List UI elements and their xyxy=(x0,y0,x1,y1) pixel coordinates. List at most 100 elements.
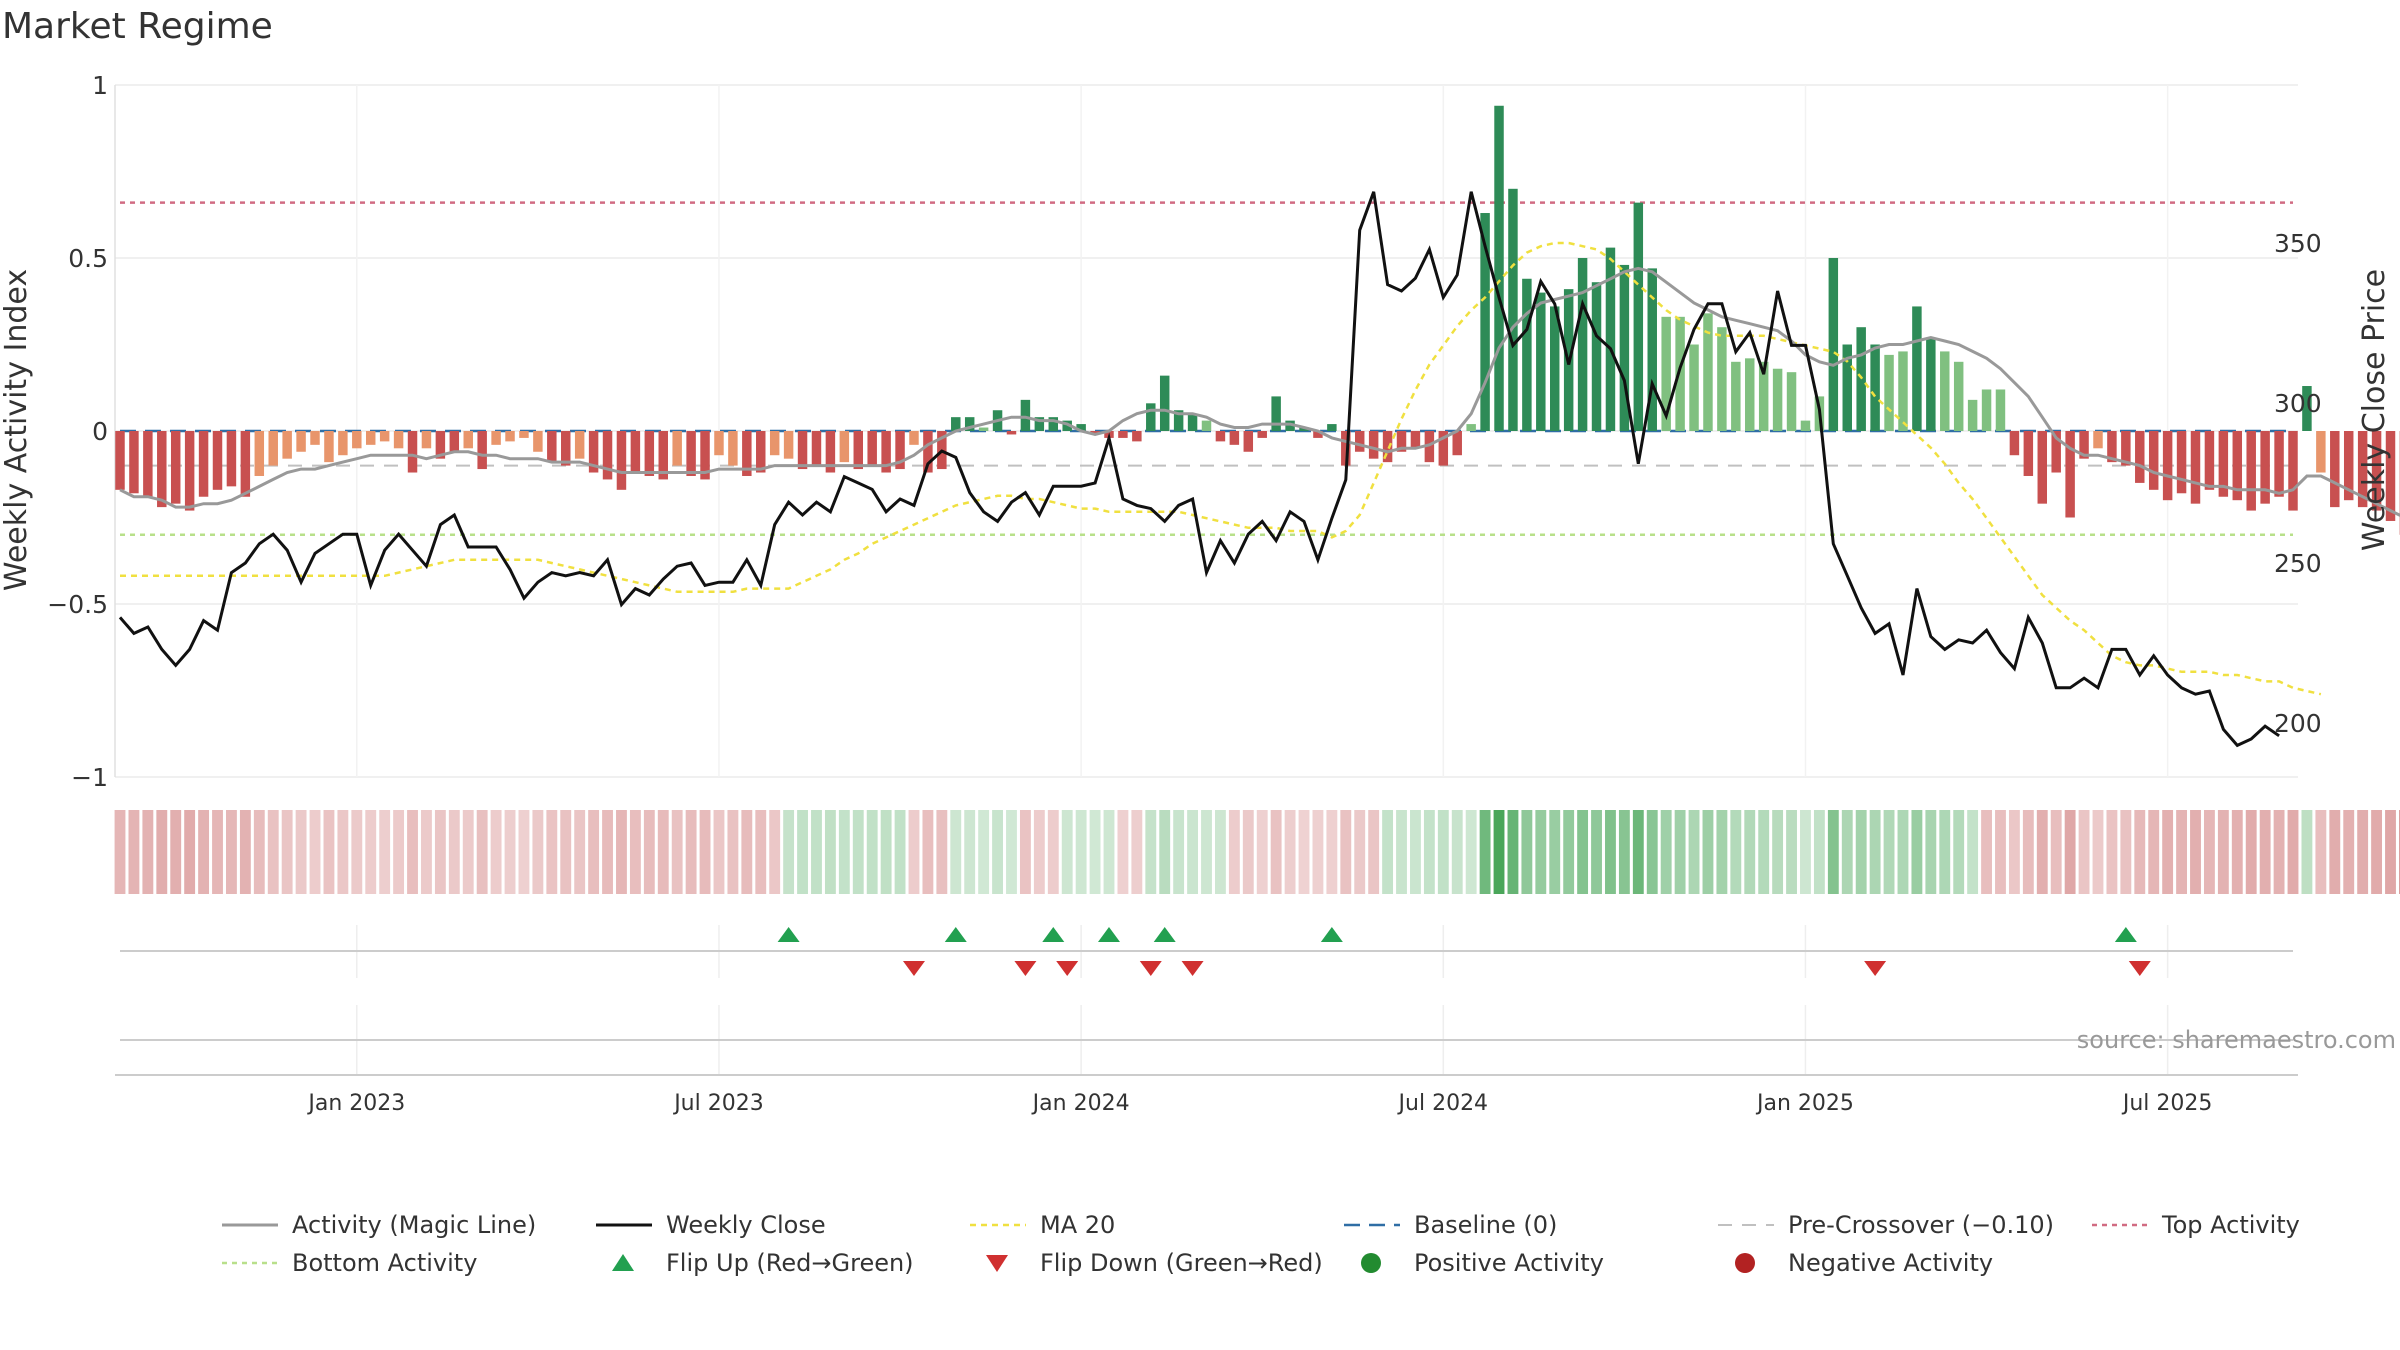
activity-bar xyxy=(756,431,766,473)
activity-bar xyxy=(1396,431,1407,452)
regime-cell xyxy=(1953,810,1965,894)
legend: Activity (Magic Line) Weekly Close MA 20 Ba… xyxy=(222,1211,2300,1277)
regime-cell xyxy=(2385,810,2396,894)
activity-bar xyxy=(1452,431,1462,456)
regime-cell xyxy=(1591,810,1602,894)
activity-bar xyxy=(1940,351,1950,431)
activity-bar xyxy=(825,431,836,473)
activity-bar xyxy=(1299,427,1309,431)
regime-cell xyxy=(2078,810,2090,894)
regime-cell xyxy=(964,810,976,894)
regime-cell xyxy=(2022,810,2034,894)
weekly-close-line xyxy=(118,191,2280,748)
legend-label: Flip Down (Green→Red) xyxy=(1040,1249,1323,1277)
y-axis-left-label: Weekly Activity Index xyxy=(0,269,34,591)
activity-bar xyxy=(909,431,919,445)
regime-cell xyxy=(379,810,391,894)
activity-bar xyxy=(212,431,223,490)
right-tick-label: 250 xyxy=(2274,549,2322,578)
activity-bar xyxy=(2079,431,2089,459)
activity-bar xyxy=(1828,258,1839,431)
regime-cell xyxy=(783,810,795,894)
activity-bar xyxy=(421,431,432,449)
activity-bar xyxy=(1257,431,1267,438)
regime-cell xyxy=(1228,810,1240,894)
flip-down-marker xyxy=(902,961,925,976)
regime-cell xyxy=(1298,810,1310,894)
flip-down-marker xyxy=(1014,961,1037,976)
regime-cell xyxy=(1925,810,1937,894)
activity-bar xyxy=(1758,361,1769,431)
regime-cell xyxy=(2231,810,2243,894)
regime-cell xyxy=(685,810,697,894)
left-tick-label: 0 xyxy=(92,417,108,446)
activity-bar xyxy=(1438,431,1449,466)
activity-bar xyxy=(2051,431,2061,473)
activity-bar xyxy=(435,431,446,459)
activity-bar xyxy=(2260,431,2270,504)
x-tick-label: Jul 2024 xyxy=(1397,1091,1489,1116)
flip-markers-panel xyxy=(120,925,2293,978)
activity-bar xyxy=(951,417,961,431)
regime-cell xyxy=(1535,810,1547,894)
regime-cell xyxy=(2217,810,2229,894)
activity-bar xyxy=(2330,431,2340,508)
flip-down-marker xyxy=(1056,961,1079,976)
activity-bar xyxy=(296,431,306,452)
activity-bar xyxy=(2176,431,2187,494)
activity-bar xyxy=(742,431,752,476)
regime-cell xyxy=(2092,810,2104,894)
regime-cell xyxy=(1047,810,1059,894)
regime-cell xyxy=(2259,810,2271,894)
regime-cell xyxy=(1702,810,1714,894)
activity-bar xyxy=(226,431,237,487)
regime-cell xyxy=(1354,810,1366,894)
regime-cell xyxy=(922,810,934,894)
x-tick-label: Jul 2023 xyxy=(672,1091,764,1116)
regime-cell xyxy=(1786,810,1797,894)
regime-cell xyxy=(1159,810,1171,894)
chart-title: Market Regime xyxy=(2,6,273,47)
activity-bar xyxy=(686,431,696,476)
activity-bar xyxy=(783,431,794,459)
activity-bar xyxy=(1201,420,1212,431)
regime-cell xyxy=(1145,810,1157,894)
activity-bar xyxy=(1633,202,1644,431)
x-tick-label: Jan 2023 xyxy=(306,1091,405,1116)
regime-cell xyxy=(657,810,669,894)
legend-swatch xyxy=(612,1254,634,1271)
activity-bar xyxy=(198,431,209,497)
regime-cell xyxy=(1744,810,1756,894)
activity-bar xyxy=(1870,344,1880,431)
regime-cell xyxy=(1117,810,1129,894)
regime-cell xyxy=(476,810,488,894)
legend-item-magic: Activity (Magic Line) xyxy=(222,1211,536,1239)
flip-up-marker xyxy=(1097,927,1120,942)
activity-bar xyxy=(644,431,655,476)
activity-bar xyxy=(2246,431,2256,511)
regime-cell xyxy=(2301,810,2313,894)
regime-cell xyxy=(1674,810,1686,894)
regime-cell xyxy=(588,810,600,894)
left-tick-label: 0.5 xyxy=(68,244,108,273)
regime-cell xyxy=(323,810,335,894)
regime-cell xyxy=(1089,810,1101,894)
activity-bar xyxy=(1967,399,1978,431)
regime-cell xyxy=(838,810,850,894)
regime-cell xyxy=(894,810,906,894)
x-axis-ticks: Jan 2023 Jul 2023 Jan 2024 Jul 2024 Jan 2025… xyxy=(306,1091,2212,1116)
regime-cell xyxy=(1270,810,1282,894)
legend-item-precross: Pre-Crossover (−0.10) xyxy=(1718,1211,2054,1239)
legend-item-baseline: Baseline (0) xyxy=(1344,1211,1557,1239)
activity-bar xyxy=(881,431,891,473)
activity-bar xyxy=(1995,389,2006,431)
activity-bar xyxy=(1048,417,1059,431)
flip-down-marker xyxy=(1181,961,1204,976)
activity-bar xyxy=(1605,247,1616,431)
regime-cell xyxy=(1646,810,1658,894)
reference-lines xyxy=(120,201,2293,537)
regime-cell xyxy=(2315,810,2327,894)
activity-bar xyxy=(1577,258,1588,431)
regime-cell xyxy=(1103,810,1115,894)
